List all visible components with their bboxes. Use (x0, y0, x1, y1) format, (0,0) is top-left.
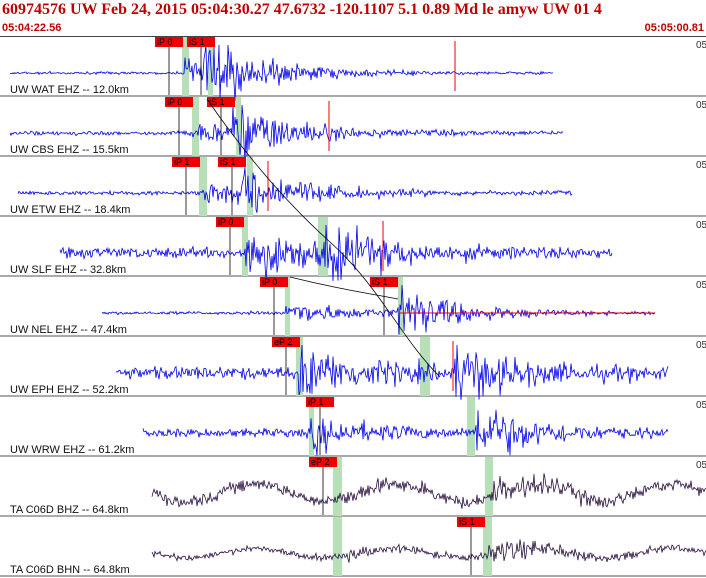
pick-label: iS 1 (372, 277, 388, 287)
station-label: UW ETW EHZ -- 18.4km (10, 204, 130, 216)
pick-flag[interactable] (309, 457, 337, 467)
station-label: UW EPH EHZ -- 52.2km (10, 384, 129, 396)
pick-window (285, 277, 290, 336)
station-label: UW WRW EHZ -- 61.2km (10, 444, 134, 456)
pick-window (247, 157, 253, 216)
pick-flag[interactable] (457, 517, 485, 527)
pick-label: iP 0 (157, 37, 172, 47)
travel-time-curve (289, 276, 399, 300)
pick-flag[interactable] (155, 37, 183, 47)
waveform-trace[interactable] (142, 409, 669, 456)
time-end-label: 05:05:00.81 (644, 22, 704, 34)
pick-label: eP 2 (311, 457, 329, 467)
time-tick-label: 05 (696, 280, 706, 291)
waveform-trace[interactable] (151, 539, 706, 563)
pick-window (318, 217, 328, 276)
pick-label: iP 0 (218, 217, 233, 227)
pick-flag[interactable] (370, 277, 398, 287)
waveform-trace[interactable] (17, 167, 573, 213)
waveform-trace[interactable] (9, 44, 554, 102)
time-tick-label: 05 (696, 340, 706, 351)
pick-label: iS 1 (220, 157, 236, 167)
pick-flag[interactable] (172, 157, 200, 167)
event-header: 60974576 UW Feb 24, 2015 05:04:30.27 47.… (0, 0, 706, 37)
pick-window (483, 517, 492, 576)
waveform-trace[interactable] (59, 224, 613, 282)
pick-flag[interactable] (260, 277, 288, 287)
pick-window (333, 517, 342, 576)
event-title: 60974576 UW Feb 24, 2015 05:04:30.27 47.… (2, 1, 602, 18)
pick-window (420, 337, 430, 396)
time-tick-label: 05 (696, 100, 706, 111)
station-label: UW SLF EHZ -- 32.8km (10, 264, 126, 276)
station-label: TA C06D BHZ -- 64.8km (10, 504, 128, 516)
pick-label: iP 1 (174, 157, 189, 167)
pick-label: iP 1 (308, 397, 323, 407)
pick-window (192, 97, 199, 156)
time-tick-label: 05 (696, 160, 706, 171)
pick-label: iS 1 (189, 37, 205, 47)
pick-window (236, 97, 241, 156)
station-label: UW WAT EHZ -- 12.0km (10, 84, 129, 96)
pick-flag[interactable] (187, 37, 215, 47)
time-start-label: 05:04:22.56 (2, 22, 62, 34)
pick-label: iS 1 (459, 517, 475, 527)
time-tick-label: 05 (696, 460, 706, 471)
station-label: UW NEL EHZ -- 47.4km (10, 324, 127, 336)
time-tick-label: 05 (696, 40, 706, 51)
travel-time-curve (206, 98, 441, 378)
time-tick-label: 05 (696, 400, 706, 411)
pick-label: iP 0 (167, 97, 182, 107)
waveform-trace[interactable] (115, 344, 669, 400)
pick-flag[interactable] (306, 397, 334, 407)
pick-window (242, 217, 248, 276)
pick-window (485, 457, 493, 516)
pick-flag[interactable] (165, 97, 193, 107)
pick-window (333, 457, 342, 516)
time-tick-label: 05 (696, 220, 706, 231)
waveform-trace[interactable] (101, 284, 656, 335)
pick-label: eP 2 (274, 337, 292, 347)
pick-flag[interactable] (207, 97, 235, 107)
pick-flag[interactable] (216, 217, 244, 227)
pick-flag[interactable] (218, 157, 246, 167)
pick-label: iP 0 (262, 277, 277, 287)
pick-flag[interactable] (272, 337, 300, 347)
station-label: UW CBS EHZ -- 15.5km (10, 144, 129, 156)
waveform-trace[interactable] (9, 104, 564, 161)
seismogram-panel[interactable]: iP 0 iS 1 UW WAT EHZ -- 12.0km 05 iP 0 iS 1 UW… (0, 37, 706, 578)
pick-window (199, 157, 207, 216)
pick-label: iS 1 (209, 97, 225, 107)
pick-window (296, 337, 303, 396)
waveform-trace[interactable] (151, 473, 706, 509)
station-label: TA C06D BHN -- 64.8km (10, 564, 130, 576)
pick-window (467, 397, 475, 456)
